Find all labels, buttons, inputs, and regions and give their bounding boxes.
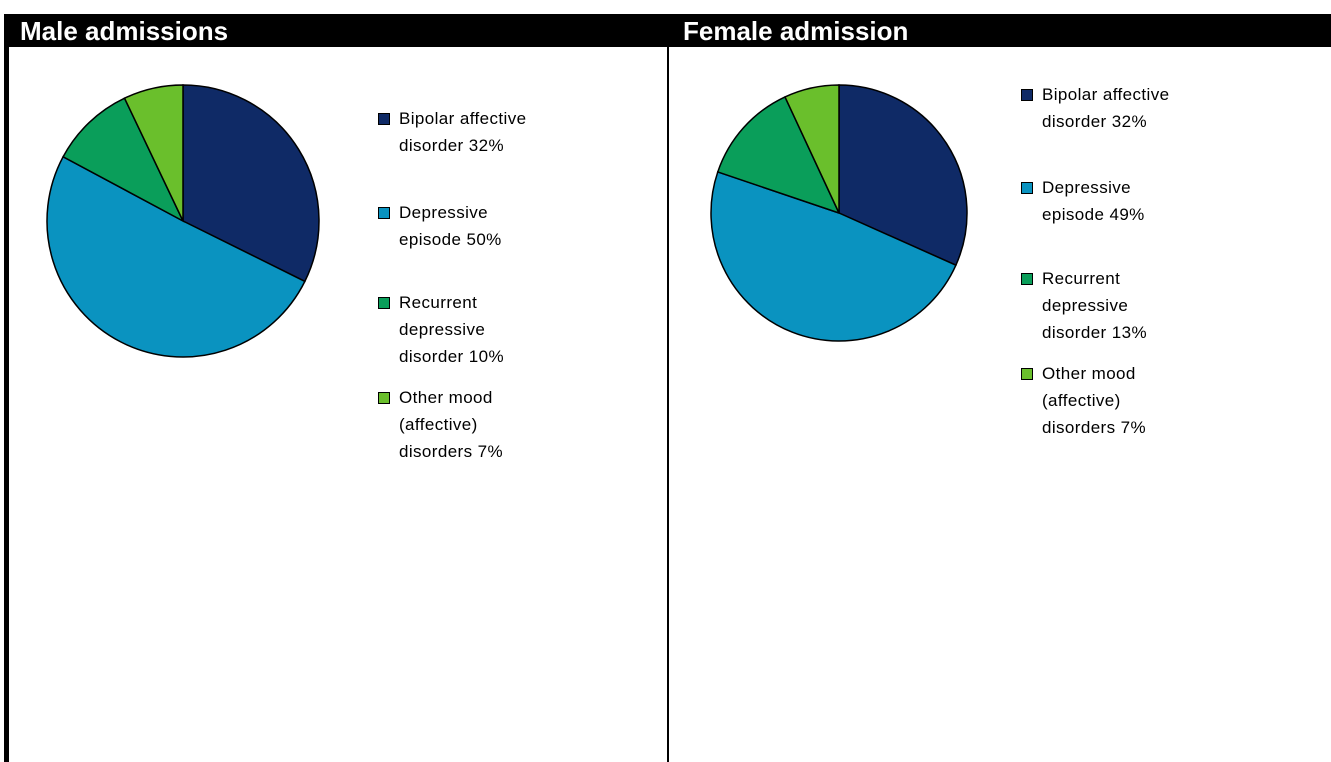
pie-slice: [46, 155, 306, 358]
pie-slice: [123, 84, 184, 222]
pie-slice: [716, 95, 841, 215]
legend-label: Depressive episode 50%: [399, 203, 502, 249]
header-bar: [4, 14, 1331, 47]
pie-slice: [838, 84, 968, 267]
legend-swatch: [378, 207, 390, 219]
pie-slice: [62, 97, 185, 223]
pie-slice: [182, 84, 320, 283]
chart-title: Female admission: [683, 16, 909, 46]
legend-label: Other mood (affective) disorders 7%: [399, 388, 504, 461]
pie-slice: [710, 170, 957, 342]
pie-slice: [784, 84, 840, 214]
chart-title: Male admissions: [20, 16, 229, 46]
legend-label: Depressive episode 49%: [1042, 178, 1145, 224]
legend-label: Recurrent depressive disorder 13%: [1042, 269, 1147, 342]
legend-swatch: [1021, 89, 1033, 101]
legend-swatch: [1021, 182, 1033, 194]
legend-swatch: [378, 297, 390, 309]
legend-swatch: [378, 392, 390, 404]
legend-swatch: [1021, 368, 1033, 380]
legend-swatch: [1021, 273, 1033, 285]
border: [4, 47, 9, 762]
legend-label: Bipolar affective disorder 32%: [399, 109, 527, 155]
legend-label: Recurrent depressive disorder 10%: [399, 293, 504, 366]
legend-label: Bipolar affective disorder 32%: [1042, 85, 1170, 131]
legend-label: Other mood (affective) disorders 7%: [1042, 364, 1147, 437]
legend-swatch: [378, 113, 390, 125]
divider: [667, 47, 669, 762]
